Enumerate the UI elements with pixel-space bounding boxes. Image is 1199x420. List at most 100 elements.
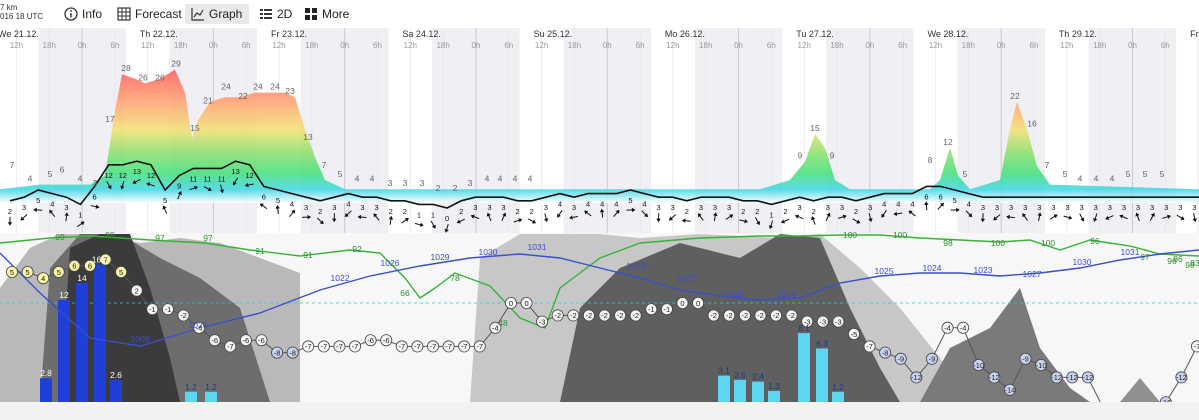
forecast-button[interactable]: Forecast (111, 4, 188, 24)
temperature-label: -1 (664, 305, 671, 314)
precipitation-bar (58, 300, 70, 402)
temperature-point (1035, 358, 1048, 371)
precipitation-bar (185, 391, 197, 402)
wind-speed-label: 2 (812, 207, 816, 216)
wind-direction-arrow (430, 220, 436, 229)
wind-direction-arrow (1162, 214, 1172, 219)
temperature-point (395, 340, 408, 353)
temperature-point (676, 296, 689, 309)
wind-arrow-head (49, 209, 54, 214)
gust-label: 5 (963, 169, 968, 179)
precipitation-bar (734, 379, 746, 402)
gust-label: 4 (1094, 174, 1099, 184)
temperature-label: -16 (1160, 398, 1171, 402)
wind-speed-label: 4 (600, 200, 604, 209)
temperature-label: -12 (989, 373, 1000, 382)
wind-speed-label: 3 (981, 203, 985, 212)
pressure-label: 1024 (923, 263, 942, 273)
wind-direction-arrow (456, 218, 466, 224)
temperature-point (115, 265, 128, 278)
precipitation-label: 2.4 (752, 372, 764, 382)
wind-arrow-head (856, 219, 861, 224)
precipitation-label: 1.3 (768, 381, 780, 391)
wind-arrow-head (842, 214, 847, 219)
graph-button-label: Graph (209, 7, 243, 21)
wind-arrow-head (319, 220, 324, 225)
wind-direction-arrow (501, 212, 507, 222)
temperature-point (957, 321, 970, 334)
precipitation-bar (832, 391, 844, 402)
temperature-point (1191, 340, 1199, 353)
hour-tick: 6h (1030, 41, 1039, 50)
wind-arrow-head (456, 219, 461, 224)
temperature-label: -4 (944, 324, 951, 333)
wind-speed-label: 3 (360, 203, 364, 212)
wind-direction-arrow (557, 209, 563, 218)
hour-tick: 12h (404, 41, 417, 50)
gust-label: 4 (370, 174, 375, 184)
temperature-label: 4 (41, 274, 45, 283)
temperature-label: -2 (180, 311, 187, 320)
gust-label: 4 (485, 174, 490, 184)
info-button[interactable]: Info (58, 4, 108, 24)
wind-speed-label: 3 (1178, 203, 1182, 212)
wind-arrow-head (275, 205, 280, 209)
wind-speed-label: 3 (1051, 203, 1055, 212)
wind-speed-label: 3 (64, 203, 68, 212)
2d-button[interactable]: 2D (253, 4, 298, 24)
wind-arrow-head (291, 209, 296, 214)
temperature-point (536, 315, 549, 328)
wind-arrow-head (544, 218, 549, 223)
hour-tick: 18h (568, 41, 581, 50)
wind-speed-label: 13 (133, 167, 141, 176)
wind-arrow-head (713, 212, 718, 217)
day-label: We 28.12. (928, 29, 969, 39)
wind-arrow-head (20, 216, 25, 221)
temperature-label: -2 (617, 311, 624, 320)
gust-label: 12 (943, 137, 953, 147)
wind-speed-label: 3 (501, 203, 505, 212)
hour-tick: 12h (1060, 41, 1073, 50)
wind-direction-arrow (768, 220, 774, 230)
wind-speed-label: 2 (516, 207, 520, 216)
wind-arrow-head (502, 212, 507, 217)
wind-direction-arrow (893, 211, 903, 217)
wind-arrow-head (177, 191, 182, 196)
more-button[interactable]: More (298, 4, 355, 24)
wind-arrow-head (924, 201, 929, 206)
wind-arrow-head (1022, 213, 1027, 218)
temperature-label: -2 (570, 311, 577, 320)
graph-button[interactable]: Graph (185, 4, 249, 24)
pressure-label: 1031 (1121, 247, 1140, 257)
wind-speed-label: 0 (445, 214, 449, 223)
wind-speed-label: 11 (218, 174, 226, 183)
temperature-label: -6 (211, 336, 218, 345)
temperature-label: -4 (492, 324, 499, 333)
temperature-point (910, 371, 923, 384)
wind-speed-label: 3 (1094, 203, 1098, 212)
wind-direction-arrow (681, 218, 691, 223)
wind-speed-label: 3 (1009, 203, 1013, 212)
wind-speed-label: 5 (276, 196, 280, 205)
humidity-label: 48 (498, 318, 508, 328)
temperature-label: -6 (258, 336, 265, 345)
wind-speed-line (9, 160, 1199, 209)
wind-speed-label: 3 (671, 203, 675, 212)
wind-arrow-head (939, 202, 944, 207)
wind-direction-arrow (414, 222, 424, 227)
wind-direction-arrow (49, 209, 56, 218)
wind-direction-arrow (444, 224, 449, 233)
wind-arrow-head (344, 212, 349, 217)
temperature-label: -3 (804, 317, 811, 326)
wind-direction-arrow (302, 214, 312, 220)
wind-direction-arrow (881, 210, 887, 218)
temperature-point (239, 334, 252, 347)
wind-arrow-head (431, 224, 436, 229)
wind-arrow-head (1080, 217, 1085, 222)
table-grid-icon (117, 7, 131, 21)
gust-label: 9 (798, 151, 803, 161)
temperature-label: -2 (773, 311, 780, 320)
temperature-label: 0 (696, 299, 700, 308)
temperature-point (692, 296, 705, 309)
day-label: Tu 27.12. (796, 29, 834, 39)
